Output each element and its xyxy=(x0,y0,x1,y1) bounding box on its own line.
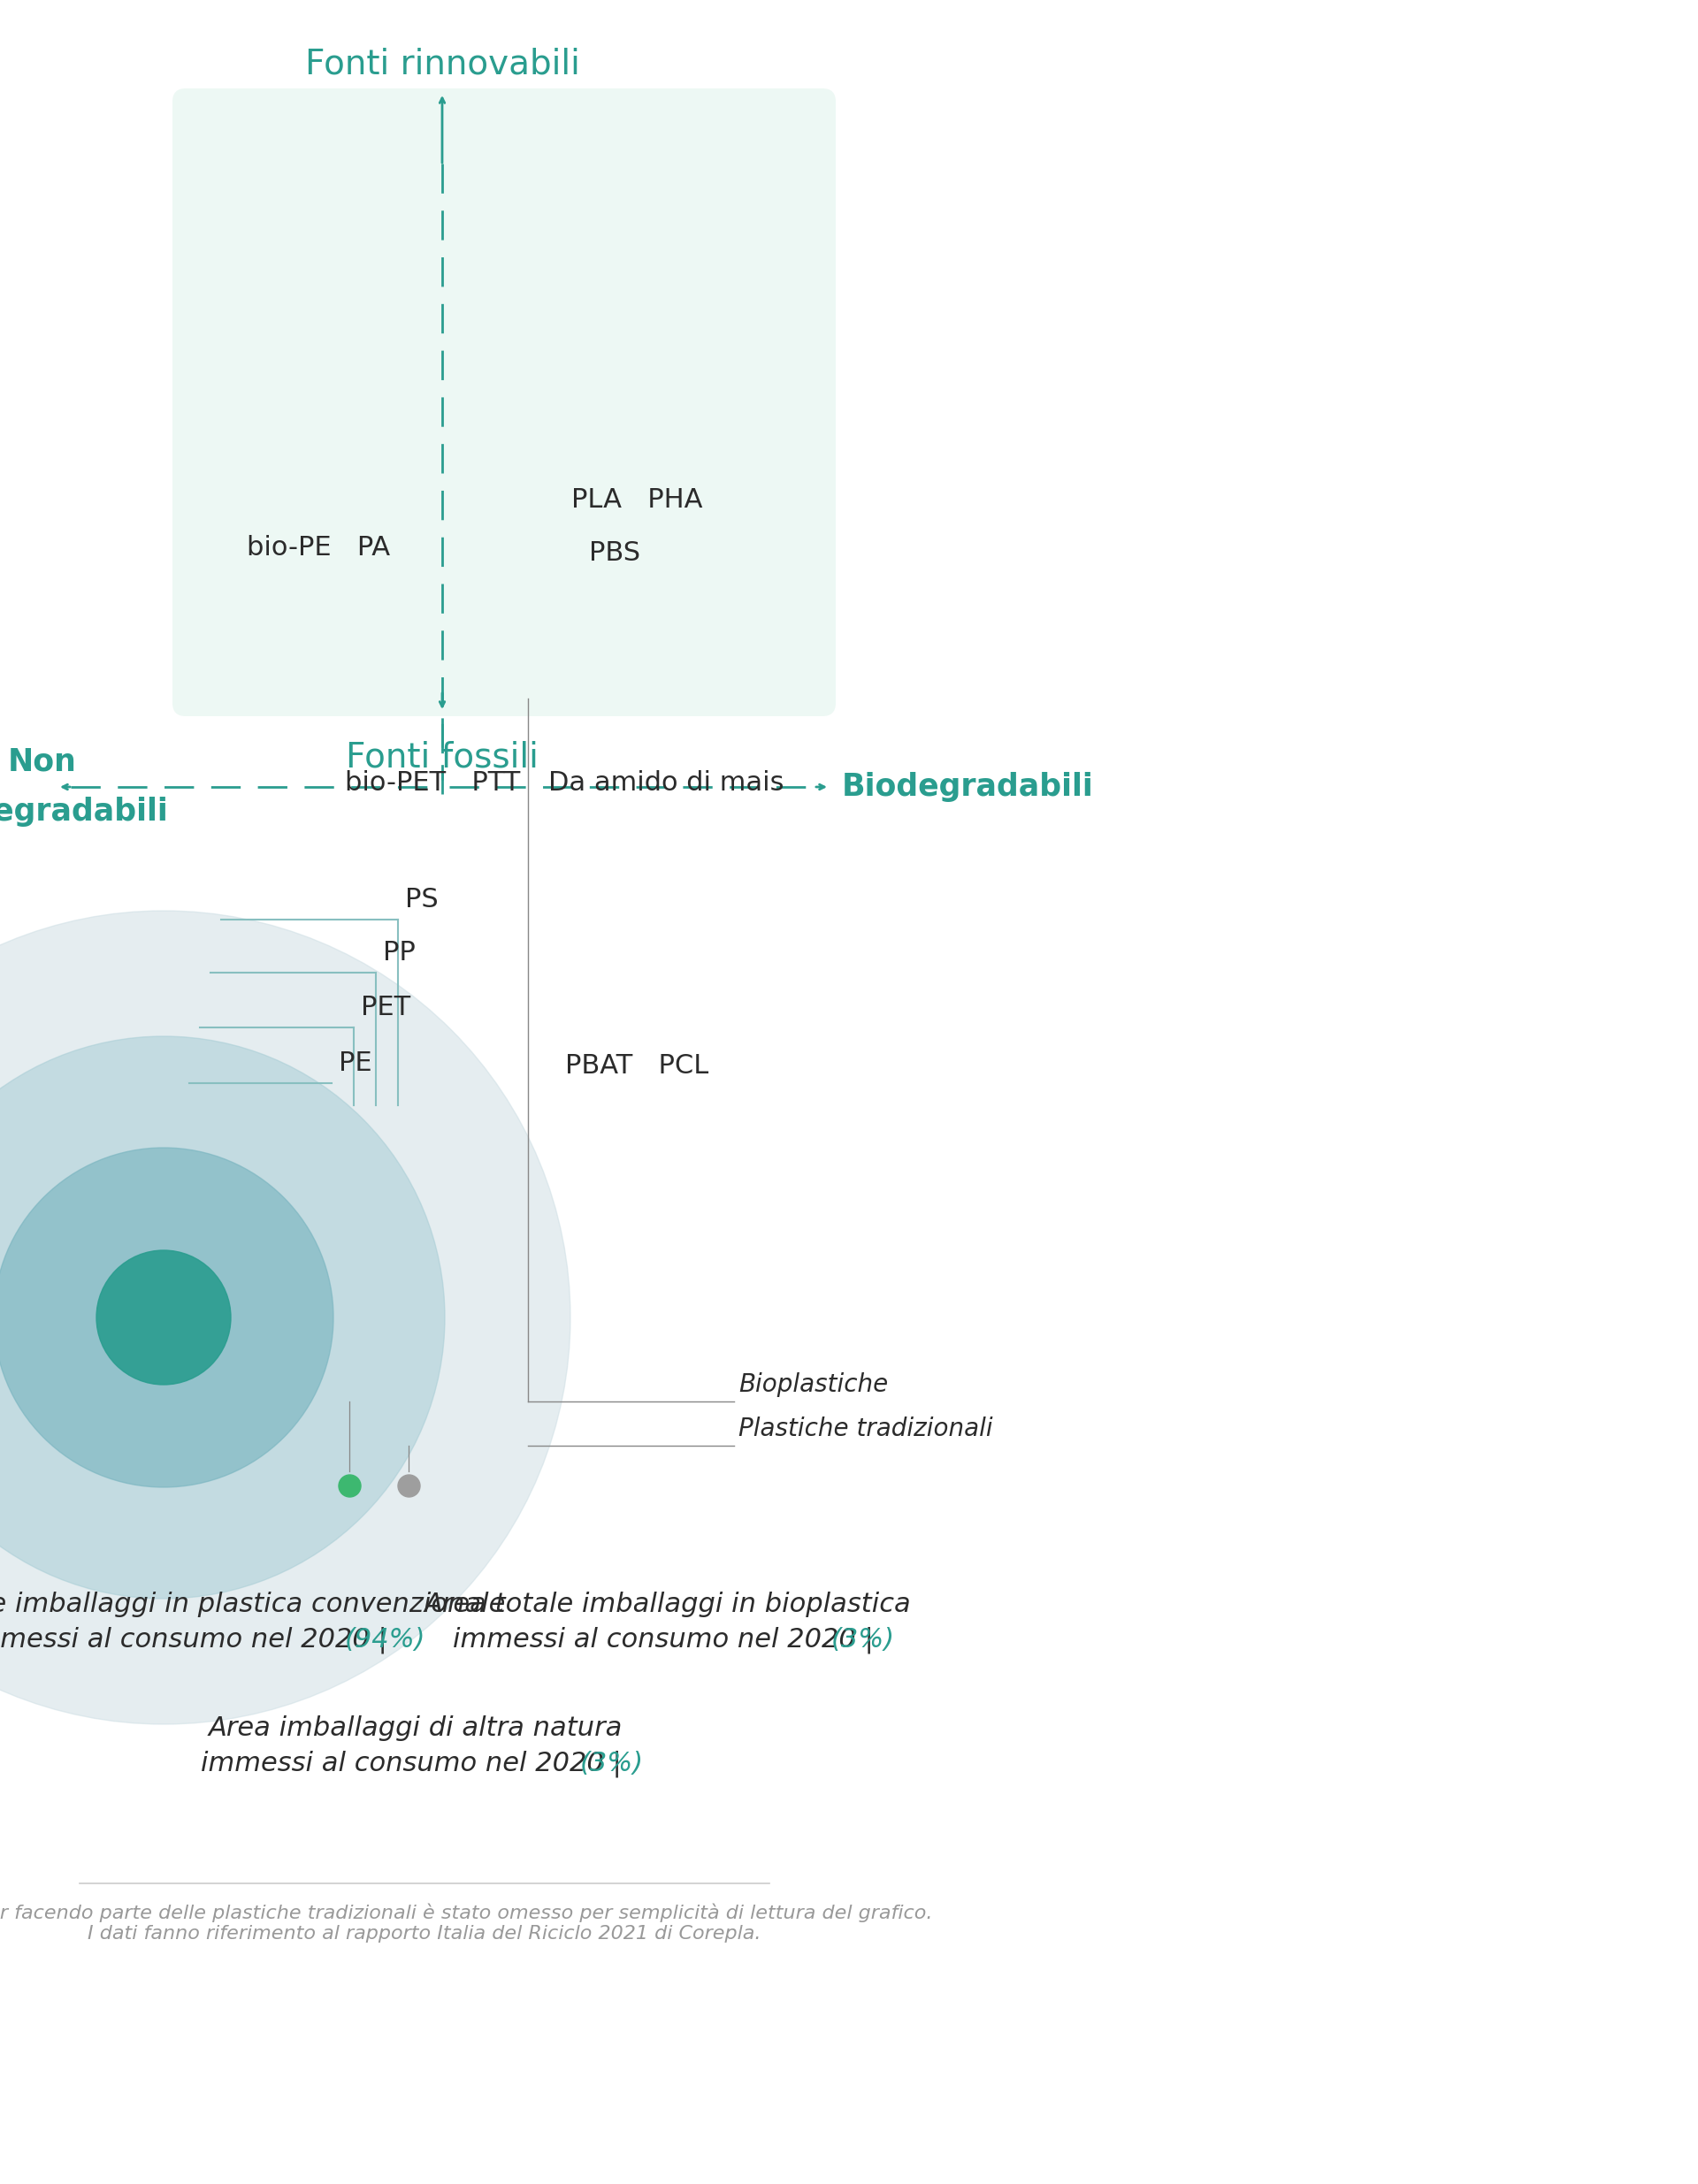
Text: Plastiche tradizionali: Plastiche tradizionali xyxy=(739,1417,993,1441)
Text: immessi al consumo nel 2020 |: immessi al consumo nel 2020 | xyxy=(0,1627,396,1653)
Text: Bioplastiche: Bioplastiche xyxy=(739,1372,888,1398)
Text: Biodegradabili: Biodegradabili xyxy=(842,771,1094,802)
Circle shape xyxy=(0,911,571,1723)
Text: (3%): (3%) xyxy=(832,1627,895,1653)
Text: PS: PS xyxy=(406,887,438,913)
Text: Da amido di mais: Da amido di mais xyxy=(548,769,784,795)
Text: Fonti fossili: Fonti fossili xyxy=(346,740,538,775)
Text: Biodegradabili: Biodegradabili xyxy=(0,797,168,828)
Text: PBAT   PCL: PBAT PCL xyxy=(565,1053,708,1079)
Text: immessi al consumo nel 2020 |: immessi al consumo nel 2020 | xyxy=(200,1752,630,1778)
Text: immessi al consumo nel 2020 |: immessi al consumo nel 2020 | xyxy=(453,1627,883,1653)
FancyBboxPatch shape xyxy=(173,87,835,716)
Circle shape xyxy=(97,1249,231,1385)
Text: PE: PE xyxy=(338,1051,372,1077)
Text: PVC - Pur facendo parte delle plastiche tradizionali è stato omesso per semplici: PVC - Pur facendo parte delle plastiche … xyxy=(0,1902,932,1942)
Text: bio-PE   PA: bio-PE PA xyxy=(246,535,391,561)
Text: (94%): (94%) xyxy=(345,1627,426,1653)
Text: (3%): (3%) xyxy=(581,1752,644,1776)
Text: PP: PP xyxy=(384,939,416,965)
Text: Area totale imballaggi in bioplastica: Area totale imballaggi in bioplastica xyxy=(424,1592,912,1616)
Text: PLA   PHA: PLA PHA xyxy=(571,487,703,513)
Text: Non: Non xyxy=(8,747,76,778)
Circle shape xyxy=(0,1149,333,1487)
Text: Area imballaggi di altra natura: Area imballaggi di altra natura xyxy=(209,1714,623,1741)
Circle shape xyxy=(0,1035,445,1599)
Text: PET: PET xyxy=(360,994,411,1020)
Text: Fonti rinnovabili: Fonti rinnovabili xyxy=(304,46,579,81)
Text: PBS: PBS xyxy=(589,539,640,566)
Text: Area totale imballaggi in plastica convenzionale: Area totale imballaggi in plastica conve… xyxy=(0,1592,506,1616)
Text: bio-PET   PTT: bio-PET PTT xyxy=(345,769,520,795)
